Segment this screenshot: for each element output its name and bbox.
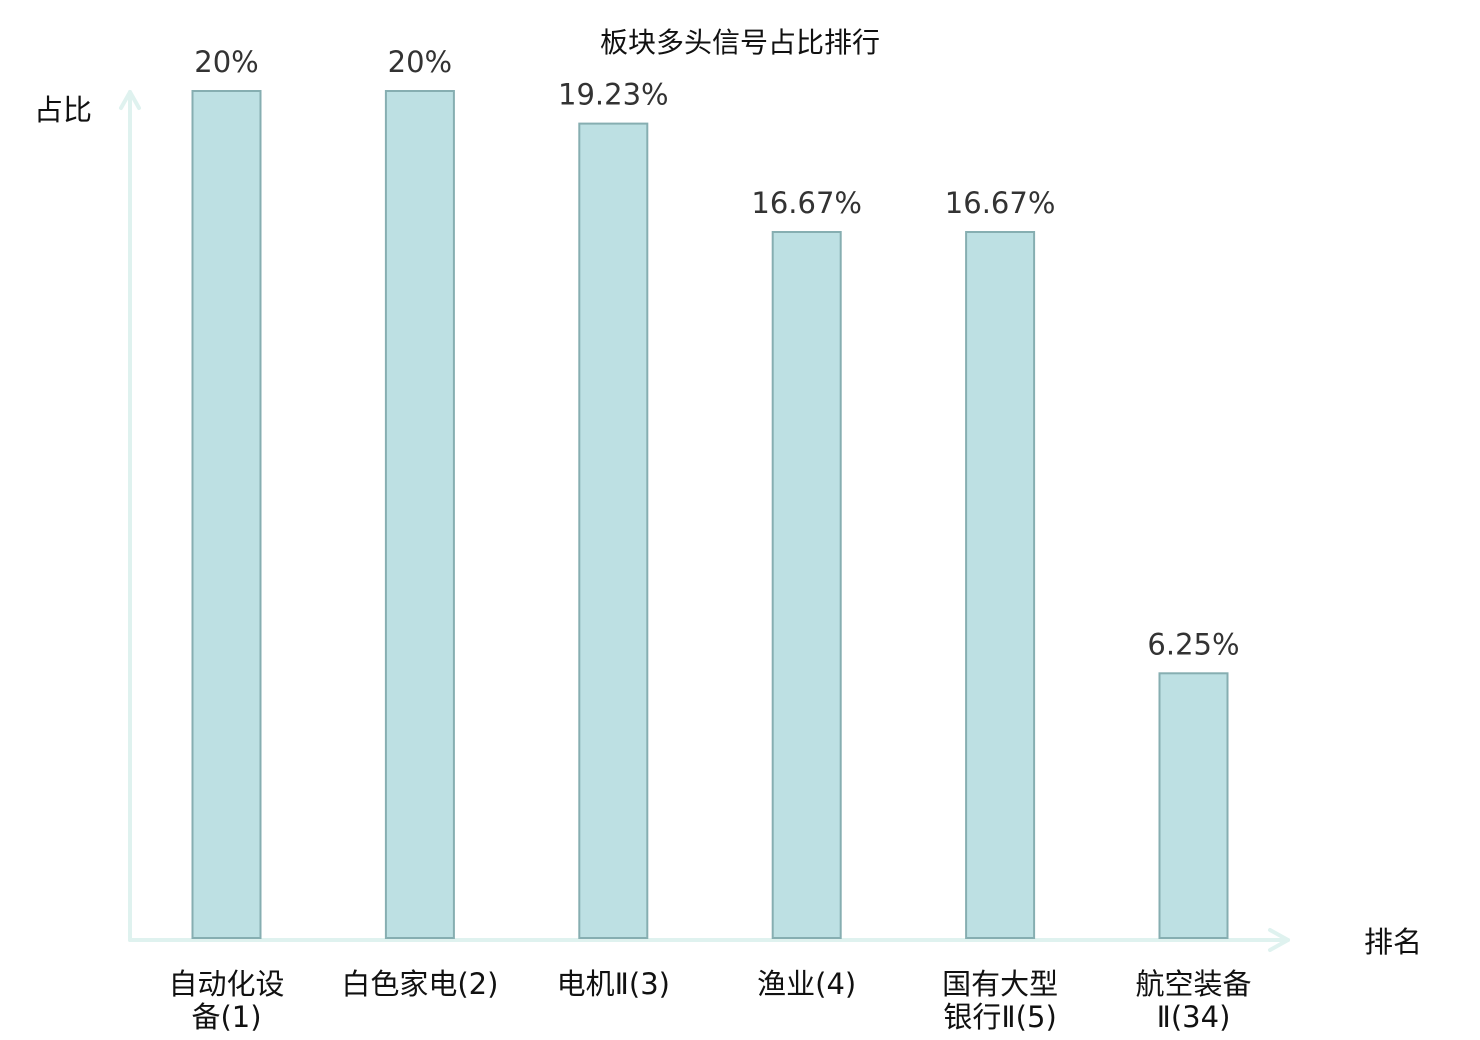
value-label-1: 20%: [194, 45, 258, 79]
bar-4: [771, 231, 842, 939]
value-label-3: 19.23%: [558, 78, 669, 112]
bar-1: [191, 90, 262, 939]
x-tick-label-line: 自动化设: [168, 967, 284, 1001]
value-labels-layer: 20% 20% 19.23% 16.67% 16.67% 6.25%: [194, 45, 1239, 661]
tick-labels-layer: 自动化设备(1) 白色家电(2) 电机Ⅱ(3) 渔业(4) 国有大型银行Ⅱ(5) 航空装备…: [168, 967, 1251, 1034]
x-tick-label-line: 备(1): [191, 1000, 261, 1034]
x-tick-label-5: 国有大型银行Ⅱ(5): [942, 967, 1058, 1034]
x-tick-label-line: Ⅱ(34): [1157, 1000, 1231, 1034]
y-axis-label: 占比: [34, 93, 92, 127]
x-axis-label: 排名: [1364, 925, 1422, 959]
x-tick-label-line: 国有大型: [942, 967, 1058, 1001]
value-label-5: 16.67%: [945, 186, 1056, 220]
x-tick-label-2: 白色家电(2): [341, 967, 498, 1001]
x-tick-label-line: 渔业(4): [757, 967, 856, 1001]
x-tick-label-4: 渔业(4): [757, 967, 856, 1001]
x-tick-label-3: 电机Ⅱ(3): [557, 967, 670, 1001]
x-tick-label-6: 航空装备 Ⅱ(34): [1135, 967, 1251, 1034]
x-axis-arrow: [1268, 928, 1290, 952]
axes: [119, 90, 1290, 952]
value-label-2: 20%: [388, 45, 452, 79]
x-tick-label-line: 白色家电(2): [341, 967, 498, 1001]
value-label-4: 16.67%: [751, 186, 862, 220]
x-tick-label-line: 航空装备: [1135, 967, 1251, 1001]
bar-6: [1158, 672, 1229, 939]
y-axis-arrow: [119, 90, 141, 110]
x-tick-label-1: 自动化设备(1): [168, 967, 284, 1034]
chart-title: 板块多头信号占比排行: [600, 26, 880, 59]
value-label-6: 6.25%: [1147, 627, 1239, 661]
x-tick-label-line: 电机Ⅱ(3): [557, 967, 670, 1001]
bars-layer: [191, 90, 1229, 940]
x-tick-label-line: 银行Ⅱ(5): [943, 1000, 1056, 1034]
bar-2: [384, 90, 455, 939]
bar-3: [578, 122, 649, 940]
bar-5: [965, 231, 1036, 939]
